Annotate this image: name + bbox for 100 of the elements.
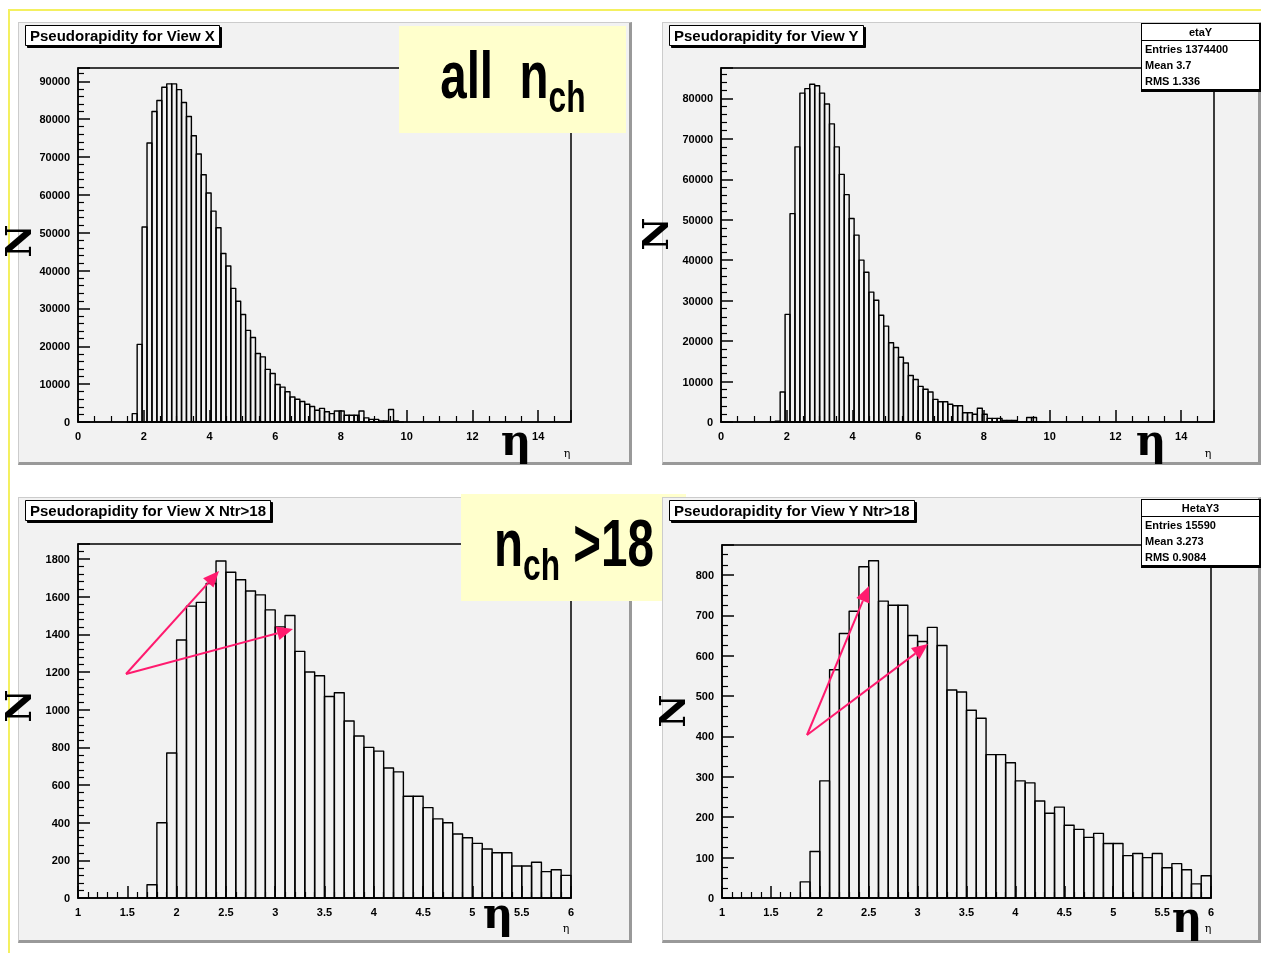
x-axis-title: η	[1135, 416, 1167, 465]
y-tick-label: 20000	[39, 340, 70, 353]
x-tick-label: 1	[718, 905, 726, 918]
x-tick-label: 4	[370, 905, 378, 918]
y-tick-label: 1800	[45, 553, 70, 566]
y-tick-label: 500	[695, 690, 714, 703]
x-tick-label: 14	[1175, 429, 1189, 442]
stats-box: etaY Entries 1374400 Mean 3.7 RMS 1.336	[1141, 23, 1261, 92]
x-tick-label: 0	[74, 429, 82, 442]
y-tick-label: 1200	[45, 666, 70, 679]
text: η	[563, 446, 571, 460]
y-tick-label: 400	[695, 730, 714, 743]
x-tick-label: 8	[337, 429, 344, 442]
x-tick-label: 0	[717, 429, 725, 442]
x-tick-label: 3.5	[958, 905, 975, 918]
x-tick-label: 5.5	[514, 905, 530, 918]
x-tick-label: 4	[1012, 905, 1020, 918]
x-tick-label: 1	[74, 905, 82, 918]
x-tick-label: 6	[272, 429, 279, 442]
x-tick-label: 10	[400, 429, 413, 442]
y-tick-label: 200	[695, 811, 714, 824]
x-tick-label: 3	[272, 905, 279, 918]
text: η	[562, 921, 570, 935]
y-tick-label: 60000	[682, 173, 713, 186]
y-tick-label: 0	[707, 892, 714, 904]
y-tick-label: 400	[51, 816, 70, 829]
chart-title: Pseudorapidity for View Y Ntr>18	[674, 502, 910, 519]
chart-subtitle: all n$_{ch}$	[439, 37, 586, 122]
y-tick-label: 1000	[45, 703, 70, 716]
y-axis-title: N	[651, 694, 693, 728]
x-tick-label: 6	[915, 429, 922, 442]
text: η	[1204, 921, 1212, 935]
annotation: Mean 3.273	[1144, 534, 1205, 549]
y-tick-label: 700	[695, 609, 714, 622]
text: η	[1204, 446, 1212, 460]
y-tick-label: 30000	[682, 294, 713, 307]
y-tick-label: 0	[63, 416, 70, 428]
y-tick-label: 600	[695, 649, 714, 662]
x-tick-label: 5.5	[1154, 905, 1170, 918]
y-tick-label: 0	[63, 892, 70, 904]
x-tick-label: 10	[1043, 429, 1056, 442]
y-tick-label: 1400	[45, 628, 70, 641]
annotation: RMS 0.9084	[1144, 550, 1208, 565]
x-tick-label: 5	[1110, 905, 1117, 918]
y-tick-label: 80000	[39, 113, 70, 126]
y-tick-label: 800	[51, 741, 70, 754]
y-tick-label: 80000	[682, 92, 713, 105]
y-tick-label: 600	[51, 779, 70, 792]
x-tick-label: 1.5	[763, 905, 779, 918]
y-tick-label: 1600	[45, 590, 70, 603]
x-tick-label: 12	[466, 429, 479, 442]
y-tick-label: 90000	[39, 75, 70, 88]
x-tick-label: 4.5	[1056, 905, 1072, 918]
x-tick-label: 8	[980, 429, 987, 442]
x-tick-label: 2	[140, 429, 147, 442]
x-tick-label: 5	[469, 905, 476, 918]
x-tick-label: 4.5	[415, 905, 431, 918]
x-tick-label: 4	[849, 429, 857, 442]
annotation: RMS 1.336	[1144, 74, 1202, 89]
chart-title: Pseudorapidity for View Y	[674, 27, 859, 44]
x-tick-label: 3.5	[316, 905, 333, 918]
y-tick-label: 0	[706, 416, 713, 428]
y-axis-title: N	[0, 224, 39, 258]
y-tick-label: 10000	[39, 378, 70, 391]
x-tick-label: 4	[206, 429, 214, 442]
chart-subtitle: n$_{ch}$ >18	[493, 505, 654, 590]
x-axis-title: η	[482, 889, 514, 938]
x-tick-label: 12	[1109, 429, 1122, 442]
y-tick-label: 10000	[682, 375, 713, 388]
y-tick-label: 60000	[39, 188, 70, 201]
y-tick-label: 50000	[39, 226, 70, 239]
y-tick-label: 300	[695, 770, 714, 783]
y-tick-label: 70000	[682, 132, 713, 145]
y-tick-label: 800	[695, 568, 714, 581]
x-tick-label: 14	[532, 429, 546, 442]
x-tick-label: 2	[173, 905, 180, 918]
y-tick-label: 40000	[39, 264, 70, 277]
x-tick-label: 2	[783, 429, 790, 442]
x-axis-title: η	[500, 416, 532, 465]
x-axis-title: η	[1171, 893, 1203, 942]
x-tick-label: 2.5	[861, 905, 877, 918]
y-tick-label: 20000	[682, 335, 713, 348]
x-tick-label: 2	[816, 905, 823, 918]
chart-title: Pseudorapidity for View X	[30, 27, 215, 44]
y-tick-label: 100	[695, 851, 714, 864]
y-tick-label: 40000	[682, 254, 713, 267]
y-tick-label: 70000	[39, 150, 70, 163]
y-tick-label: 50000	[682, 213, 713, 226]
x-tick-label: 6	[1207, 905, 1215, 918]
y-axis-title: N	[0, 689, 39, 723]
y-axis-title: N	[634, 217, 676, 251]
x-tick-label: 3	[914, 905, 921, 918]
x-tick-label: 2.5	[218, 905, 234, 918]
annotation: Mean 3.7	[1144, 58, 1193, 73]
chart-title: Pseudorapidity for View X Ntr>18	[30, 502, 267, 519]
y-tick-label: 30000	[39, 302, 70, 315]
y-tick-label: 200	[51, 854, 70, 867]
x-tick-label: 6	[567, 905, 575, 918]
stats-box: HetaY3 Entries 15590 Mean 3.273 RMS 0.9084	[1141, 499, 1261, 568]
x-tick-label: 1.5	[119, 905, 135, 918]
